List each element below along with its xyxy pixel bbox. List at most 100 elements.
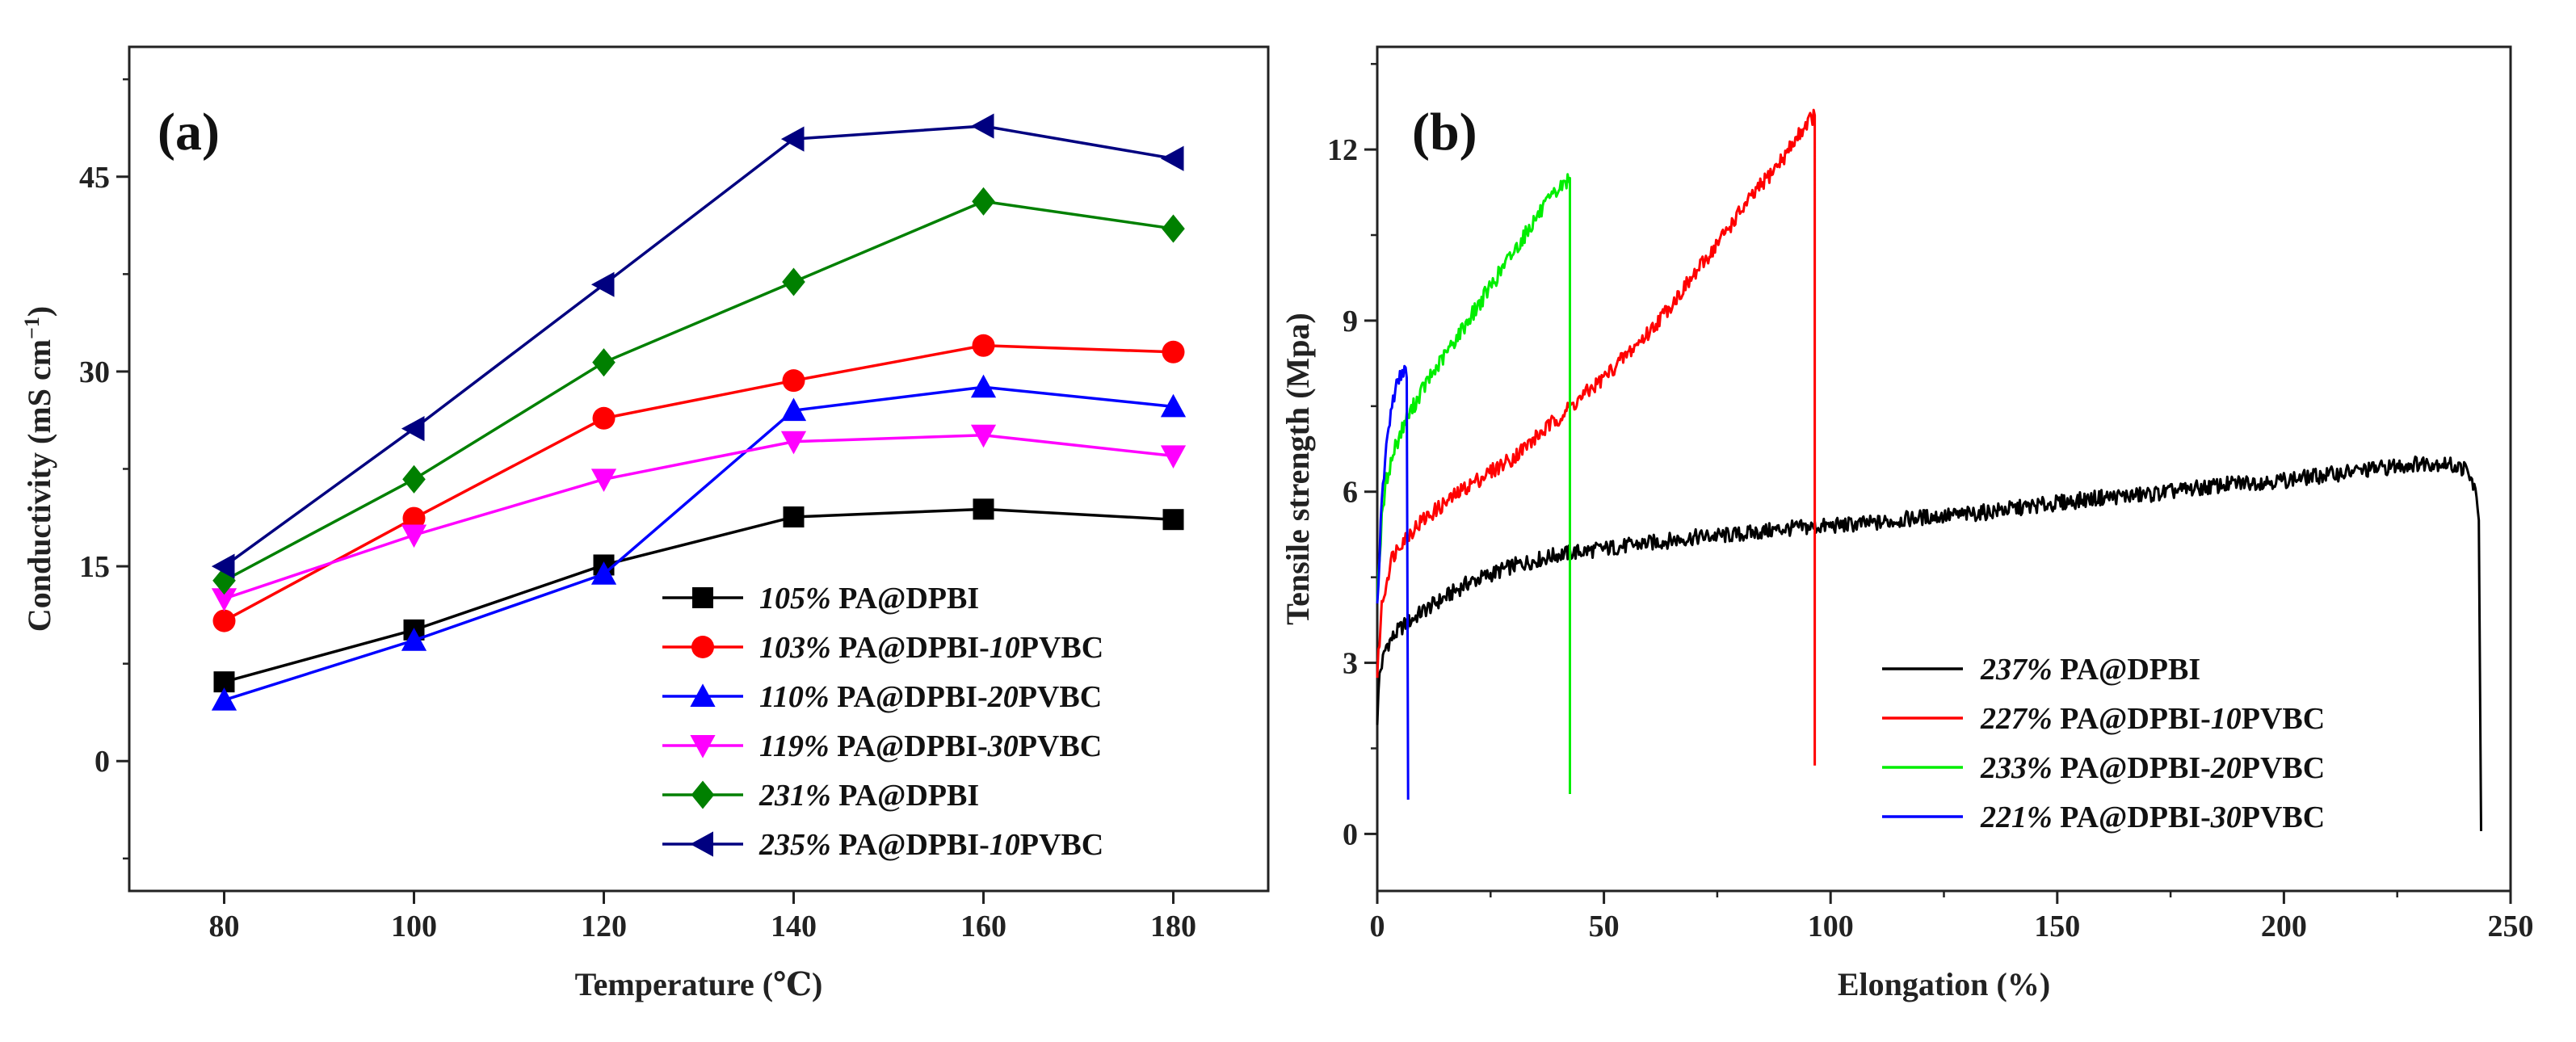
legend-entry-2: 233% PA@DPBI-20PVBC <box>1882 751 2325 785</box>
legend-label-suffix: PVBC <box>1019 729 1102 763</box>
data-point <box>211 687 237 711</box>
legend-label-ratio: 30 <box>2210 800 2242 834</box>
data-point <box>402 464 426 494</box>
legend-label-pct: 110% <box>759 680 830 714</box>
legend-label: 233% PA@DPBI-20PVBC <box>1980 751 2325 785</box>
x-tick-label: 100 <box>1808 910 1854 943</box>
legend-entry-5: 235% PA@DPBI-10PVBC <box>662 828 1103 862</box>
series-5 <box>211 113 1184 579</box>
panel-label: (b) <box>1412 103 1477 162</box>
series-2 <box>211 374 1187 711</box>
y-axis-title-text: Conductivity (mS cm <box>21 339 57 632</box>
legend-label-name: PA@DPBI- <box>831 828 990 862</box>
data-point <box>782 369 805 393</box>
data-point <box>590 271 615 297</box>
y-tick-label: 9 <box>1343 305 1358 338</box>
x-tick-label: 80 <box>209 910 240 943</box>
x-tick-label: 0 <box>1370 910 1385 943</box>
legend-label-suffix: PVBC <box>1020 631 1103 665</box>
legend-label: 110% PA@DPBI-20PVBC <box>759 680 1102 714</box>
y-axis-title-close: ) <box>21 306 57 317</box>
legend-label-suffix: PVBC <box>1020 828 1103 862</box>
legend-label: 103% PA@DPBI-10PVBC <box>759 631 1103 665</box>
data-point <box>1160 393 1187 418</box>
legend-entry-1: 227% PA@DPBI-10PVBC <box>1882 702 2325 736</box>
legend-label-pct: 231% <box>759 779 831 813</box>
legend-label: 237% PA@DPBI <box>1980 653 2200 687</box>
series-3 <box>1376 364 1410 800</box>
x-tick-label: 140 <box>771 910 817 943</box>
y-axis-title-exponent: −1 <box>20 317 44 339</box>
legend-label-pct: 237% <box>1980 653 2053 687</box>
series-2 <box>1376 173 1571 794</box>
legend-label: 119% PA@DPBI-30PVBC <box>759 729 1102 763</box>
series-line <box>223 200 1174 582</box>
legend-label-suffix: PVBC <box>2242 800 2325 834</box>
legend-label-name: PA@DPBI- <box>830 680 988 714</box>
data-point <box>780 431 807 455</box>
data-point <box>783 506 805 527</box>
series-line <box>1376 173 1571 794</box>
legend-entry-1: 103% PA@DPBI-10PVBC <box>662 631 1103 665</box>
legend-label-suffix: PVBC <box>1019 680 1102 714</box>
legend-swatch-marker <box>691 636 714 658</box>
legend-label-ratio: 20 <box>2210 751 2242 785</box>
legend-label-ratio: 10 <box>990 631 1020 665</box>
legend-swatch-marker <box>690 683 716 707</box>
legend-label-name: PA@DPBI- <box>2053 751 2211 785</box>
y-axis-title: Tensile strength (Mpa) <box>1280 313 1316 625</box>
data-point <box>402 506 426 530</box>
panel-a-conductivity-chart: 80 100 120 140 160 180 0 15 30 45 Temperature (℃) C… <box>20 45 1270 1002</box>
legend-label-name: PA@DPBI <box>831 779 979 813</box>
legend-label-name: PA@DPBI <box>2053 653 2200 687</box>
legend-entry-2: 110% PA@DPBI-20PVBC <box>662 680 1102 714</box>
series-line <box>223 124 1174 568</box>
y-tick-label: 12 <box>1327 133 1358 167</box>
series-line <box>223 344 1174 623</box>
data-point <box>212 609 236 632</box>
x-tick-label: 250 <box>2488 910 2534 943</box>
series-line <box>1376 364 1410 800</box>
data-point <box>782 267 805 296</box>
data-point <box>970 374 997 398</box>
data-point <box>780 126 805 152</box>
data-point <box>590 468 617 492</box>
legend-label-name: PA@DPBI- <box>831 631 990 665</box>
legend-label-name: PA@DPBI <box>831 582 979 616</box>
legend-label-suffix: PVBC <box>2242 751 2325 785</box>
x-tick-label: 150 <box>2034 910 2080 943</box>
x-tick-label: 50 <box>1589 910 1620 943</box>
data-point <box>401 416 425 442</box>
data-point <box>1160 445 1187 469</box>
legend-label-ratio: 10 <box>990 828 1020 862</box>
legend-swatch-marker <box>692 587 713 608</box>
data-point <box>1160 145 1184 171</box>
data-point <box>1162 214 1185 243</box>
data-point <box>211 588 237 611</box>
legend-label-name: PA@DPBI- <box>2053 702 2211 736</box>
data-point <box>973 498 994 520</box>
series-line <box>223 385 1174 702</box>
series-0 <box>1376 455 2482 831</box>
x-tick-label: 160 <box>960 910 1006 943</box>
y-tick-label: 0 <box>1343 817 1358 851</box>
data-point <box>780 397 807 422</box>
legend-entry-4: 231% PA@DPBI <box>662 779 979 813</box>
legend-swatch-marker <box>691 780 715 809</box>
legend-label: 105% PA@DPBI <box>759 582 979 616</box>
panel-label: (a) <box>158 103 220 162</box>
legend-swatch-marker <box>690 735 716 758</box>
legend-label-pct: 105% <box>759 582 831 616</box>
data-point <box>972 334 995 357</box>
legend-label-ratio: 20 <box>987 680 1019 714</box>
data-point <box>1162 340 1185 363</box>
data-point <box>972 187 995 216</box>
series-1 <box>1376 108 1817 766</box>
legend-swatch-marker <box>690 831 713 857</box>
series-line <box>223 433 1174 600</box>
legend-label-pct: 103% <box>759 631 831 665</box>
legend-label-ratio: 30 <box>987 729 1019 763</box>
y-axis-title: Conductivity (mS cm−1) <box>20 306 57 632</box>
